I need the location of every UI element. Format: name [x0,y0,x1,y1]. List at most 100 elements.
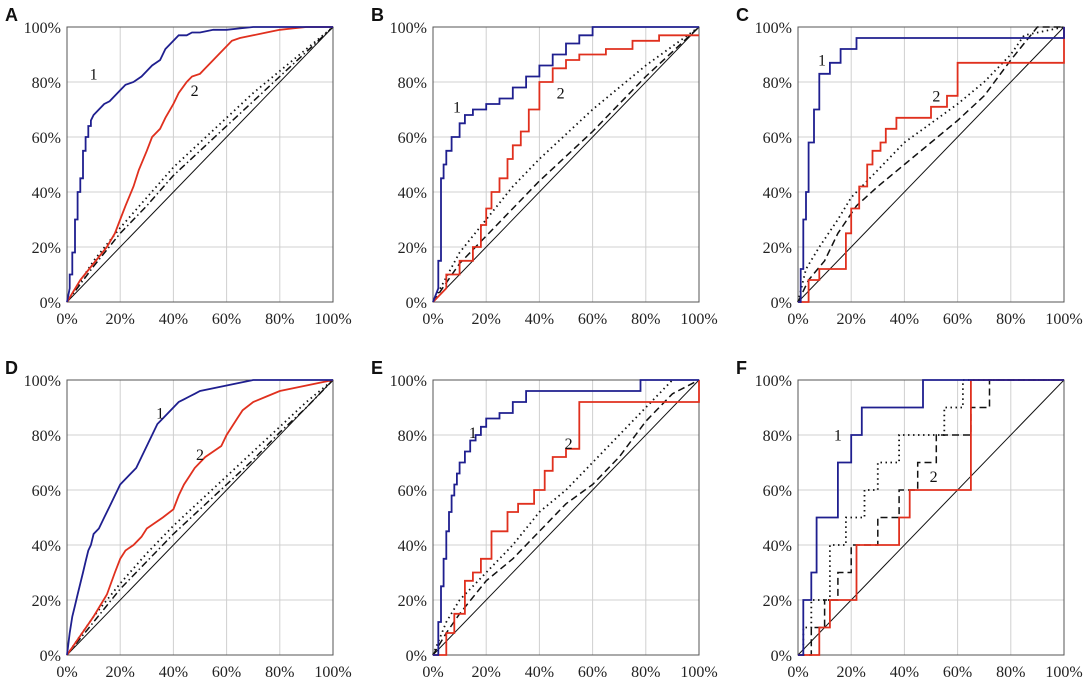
x-tick-label: 20% [837,311,866,328]
roc-curve-2 [433,380,700,656]
y-tick-label: 40% [763,538,792,555]
roc-curve-1 [66,379,333,656]
plot-frame [432,26,700,303]
x-tick-label: 40% [890,311,919,328]
panel-a: 0% 20% 40% 60% 80% 100% 0% 20% 40% 60% 80% 100% A 1 2 [5,5,352,328]
panel-letter: C [736,5,749,25]
plot-frame [66,26,334,303]
y-tick-label: 40% [32,185,61,202]
roc-curve-dotted [797,26,1065,303]
panel-letter: A [5,5,18,25]
x-tick-label: 60% [578,664,607,678]
x-tick-label: 80% [631,664,660,678]
y-tick-label: 0% [406,648,427,665]
x-tick-label: 60% [212,311,241,328]
x-tick-label: 80% [631,311,660,328]
roc-curve-dotted [66,379,334,656]
roc-curve-dashed [66,26,334,303]
y-tick-label: 40% [32,538,61,555]
roc-curve-dashed [432,26,700,303]
roc-curve-1 [798,379,1064,656]
plot-frame [432,379,700,656]
roc-curve-1 [66,26,333,303]
roc-curve-2 [66,26,333,303]
roc-curve-2 [798,27,1065,303]
x-tick-label: 0% [56,664,77,678]
roc-curve-1 [433,379,699,656]
curve-label: 2 [930,469,938,486]
y-tick-label: 0% [40,648,61,665]
y-tick-label: 40% [398,538,427,555]
y-tick-label: 60% [398,483,427,500]
x-tick-label: 100% [680,664,717,678]
y-tick-label: 20% [763,593,792,610]
plot-frame [66,379,334,656]
curve-label: 1 [469,425,477,442]
x-tick-label: 0% [787,311,808,328]
y-tick-label: 20% [32,240,61,257]
reference-diagonal [797,26,1065,303]
y-tick-label: 80% [763,428,792,445]
curve-label: 1 [156,406,164,423]
panel-letter: D [5,358,18,378]
curve-label: 1 [834,428,842,445]
panel-f: 0% 20% 40% 60% 80% 100% 0% 20% 40% 60% 80% 100% F 1 2 [736,358,1083,678]
x-tick-label: 100% [314,664,351,678]
x-tick-label: 20% [472,311,501,328]
reference-diagonal [66,26,334,303]
reference-diagonal [432,379,700,656]
roc-curve-dashed [66,379,334,656]
x-tick-label: 60% [578,311,607,328]
roc-curve-dotted [432,379,674,656]
y-tick-label: 60% [763,130,792,147]
panel-b: 0% 20% 40% 60% 80% 100% 0% 20% 40% 60% 80% 100% B 1 2 [371,5,718,328]
curve-label: 2 [932,88,940,105]
y-tick-label: 100% [390,20,427,37]
x-tick-label: 40% [159,664,188,678]
x-tick-label: 80% [265,664,294,678]
x-tick-label: 20% [837,664,866,678]
curve-label: 2 [191,83,199,100]
y-tick-label: 0% [771,295,792,312]
y-tick-label: 40% [763,185,792,202]
roc-curve-2 [66,379,334,656]
curve-label: 1 [453,99,461,116]
reference-diagonal [432,26,700,303]
roc-curve-2 [432,34,699,303]
y-tick-label: 100% [24,20,61,37]
y-tick-label: 60% [32,483,61,500]
x-tick-label: 40% [890,664,919,678]
y-tick-label: 80% [32,75,61,92]
reference-diagonal [797,379,1065,656]
y-tick-label: 20% [32,593,61,610]
y-tick-label: 100% [755,20,792,37]
x-tick-label: 60% [943,311,972,328]
x-tick-label: 100% [680,311,717,328]
y-tick-label: 80% [398,75,427,92]
x-tick-label: 60% [212,664,241,678]
y-tick-label: 0% [771,648,792,665]
panel-letter: B [371,5,384,25]
x-tick-label: 80% [996,664,1025,678]
roc-curve-1 [432,26,699,303]
x-tick-label: 40% [159,311,188,328]
y-tick-label: 60% [398,130,427,147]
y-tick-label: 60% [32,130,61,147]
panel-c: 0% 20% 40% 60% 80% 100% 0% 20% 40% 60% 80% 100% C 1 2 [736,5,1083,328]
roc-curve-dashed [432,379,700,656]
x-tick-label: 0% [422,311,443,328]
x-tick-label: 40% [525,311,554,328]
x-tick-label: 0% [422,664,443,678]
curve-label: 2 [565,436,573,453]
y-tick-label: 80% [763,75,792,92]
panel-e: 0% 20% 40% 60% 80% 100% 0% 20% 40% 60% 80% 100% E 1 2 [371,358,718,678]
y-tick-label: 100% [24,373,61,390]
x-tick-label: 100% [1045,311,1082,328]
y-tick-label: 20% [763,240,792,257]
x-tick-label: 80% [265,311,294,328]
roc-curve-dashed [797,26,1064,303]
y-tick-label: 80% [398,428,427,445]
roc-curve-dotted [432,26,700,303]
